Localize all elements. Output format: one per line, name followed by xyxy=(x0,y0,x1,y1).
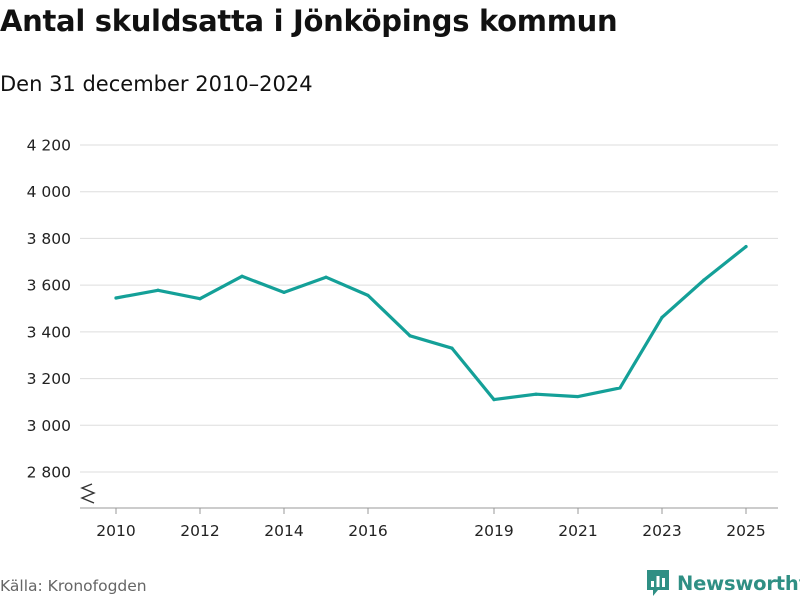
y-tick-label: 3 600 xyxy=(27,277,71,295)
x-tick-label: 2019 xyxy=(474,522,513,540)
data-point[interactable] xyxy=(114,296,118,300)
data-point[interactable] xyxy=(156,288,160,292)
brand-name: Newsworthy xyxy=(677,571,800,595)
x-tick-label: 2012 xyxy=(180,522,219,540)
chart-title: Antal skuldsatta i Jönköpings kommun xyxy=(0,4,618,38)
y-tick-label: 3 200 xyxy=(27,370,71,388)
x-tick-label: 2010 xyxy=(96,522,135,540)
y-axis-ticks: 2 800 3 000 3 200 3 400 3 600 3 800 4 000 4 200 xyxy=(27,137,71,482)
x-tick-label: 2014 xyxy=(264,522,303,540)
data-point[interactable] xyxy=(282,290,286,294)
data-point[interactable] xyxy=(198,297,202,301)
x-tick-label: 2021 xyxy=(558,522,597,540)
x-tick-label: 2023 xyxy=(642,522,681,540)
y-tick-label: 3 000 xyxy=(27,417,71,435)
series-line xyxy=(114,245,748,402)
x-tick-label: 2016 xyxy=(348,522,387,540)
x-axis-ticks: 2010 2012 2014 2016 2019 2021 2023 2025 xyxy=(96,508,766,540)
line-chart: 2 800 3 000 3 200 3 400 3 600 3 800 4 000 4 200… xyxy=(27,137,778,540)
bar-chart-icon xyxy=(647,570,669,596)
source-note: Källa: Kronofogden xyxy=(0,577,147,595)
x-tick-label: 2025 xyxy=(726,522,765,540)
gridlines xyxy=(80,144,778,473)
data-point[interactable] xyxy=(744,245,748,249)
y-tick-label: 3 400 xyxy=(27,323,71,341)
y-tick-label: 4 000 xyxy=(27,183,71,201)
data-point[interactable] xyxy=(240,274,244,278)
axes xyxy=(80,483,778,509)
data-point[interactable] xyxy=(366,293,370,298)
data-point[interactable] xyxy=(534,392,538,396)
y-tick-label: 3 800 xyxy=(27,230,71,248)
data-point[interactable] xyxy=(324,275,328,279)
series-layer xyxy=(114,245,748,402)
data-point[interactable] xyxy=(576,394,580,399)
axis-break-icon xyxy=(80,483,96,504)
brand-logo[interactable]: Newsworthy xyxy=(645,568,800,598)
data-point[interactable] xyxy=(450,346,454,350)
data-point[interactable] xyxy=(618,386,622,390)
y-tick-label: 4 200 xyxy=(27,137,71,155)
data-point[interactable] xyxy=(702,278,706,282)
data-point[interactable] xyxy=(492,397,496,402)
y-tick-label: 2 800 xyxy=(27,464,71,482)
data-point[interactable] xyxy=(408,334,412,338)
chart-subtitle: Den 31 december 2010–2024 xyxy=(0,72,313,96)
data-point[interactable] xyxy=(660,315,664,319)
